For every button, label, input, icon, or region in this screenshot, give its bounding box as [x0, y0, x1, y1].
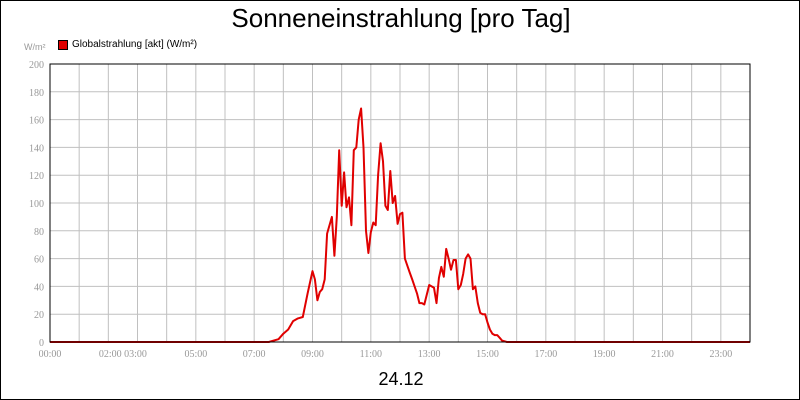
- x-tick-labels: 00:00 02:00 03:00 05:00 07:00 09:00 11:00 13:0…: [39, 349, 733, 360]
- x-tick-label: 15:00: [476, 349, 499, 360]
- y-tick-label: 20: [34, 310, 44, 321]
- grid-lines: [49, 63, 751, 343]
- y-tick-label: 120: [29, 171, 44, 182]
- date-label: 24.12: [378, 369, 424, 389]
- x-tick-label: 09:00: [301, 349, 324, 360]
- y-tick-label: 0: [39, 338, 44, 349]
- y-tick-label: 140: [29, 143, 44, 154]
- x-tick-label: 13:00: [418, 349, 441, 360]
- y-tick-labels: 0 20 40 60 80 100 120 140 160 180 200: [29, 60, 44, 349]
- x-tick-label: 21:00: [651, 349, 674, 360]
- y-unit-label: W/m²: [24, 42, 46, 52]
- y-tick-label: 80: [34, 227, 44, 238]
- legend-label: Globalstrahlung [akt] (W/m²): [72, 39, 198, 50]
- series-line-globalstrahlung: [50, 107, 750, 343]
- y-tick-label: 160: [29, 116, 44, 127]
- x-tick-label: 11:00: [360, 349, 382, 360]
- y-tick-label: 40: [34, 282, 44, 293]
- legend: Globalstrahlung [akt] (W/m²): [58, 39, 197, 50]
- x-tick-label: 19:00: [593, 349, 616, 360]
- plot-border: [49, 63, 751, 343]
- legend-swatch: [58, 39, 68, 50]
- x-tick-label: 17:00: [534, 349, 557, 360]
- x-tick-label: 05:00: [184, 349, 207, 360]
- x-tick-label: 00:00: [39, 349, 62, 360]
- y-tick-label: 200: [29, 60, 44, 71]
- x-tick-label: 07:00: [243, 349, 266, 360]
- y-tick-label: 180: [29, 88, 44, 99]
- x-tick-label: 23:00: [709, 349, 732, 360]
- series-group: [50, 107, 750, 343]
- x-tick-label: 02:00 03:00: [99, 349, 147, 360]
- chart-title: Sonneneinstrahlung [pro Tag]: [231, 3, 571, 33]
- y-tick-label: 100: [29, 199, 44, 210]
- y-tick-label: 60: [34, 255, 44, 266]
